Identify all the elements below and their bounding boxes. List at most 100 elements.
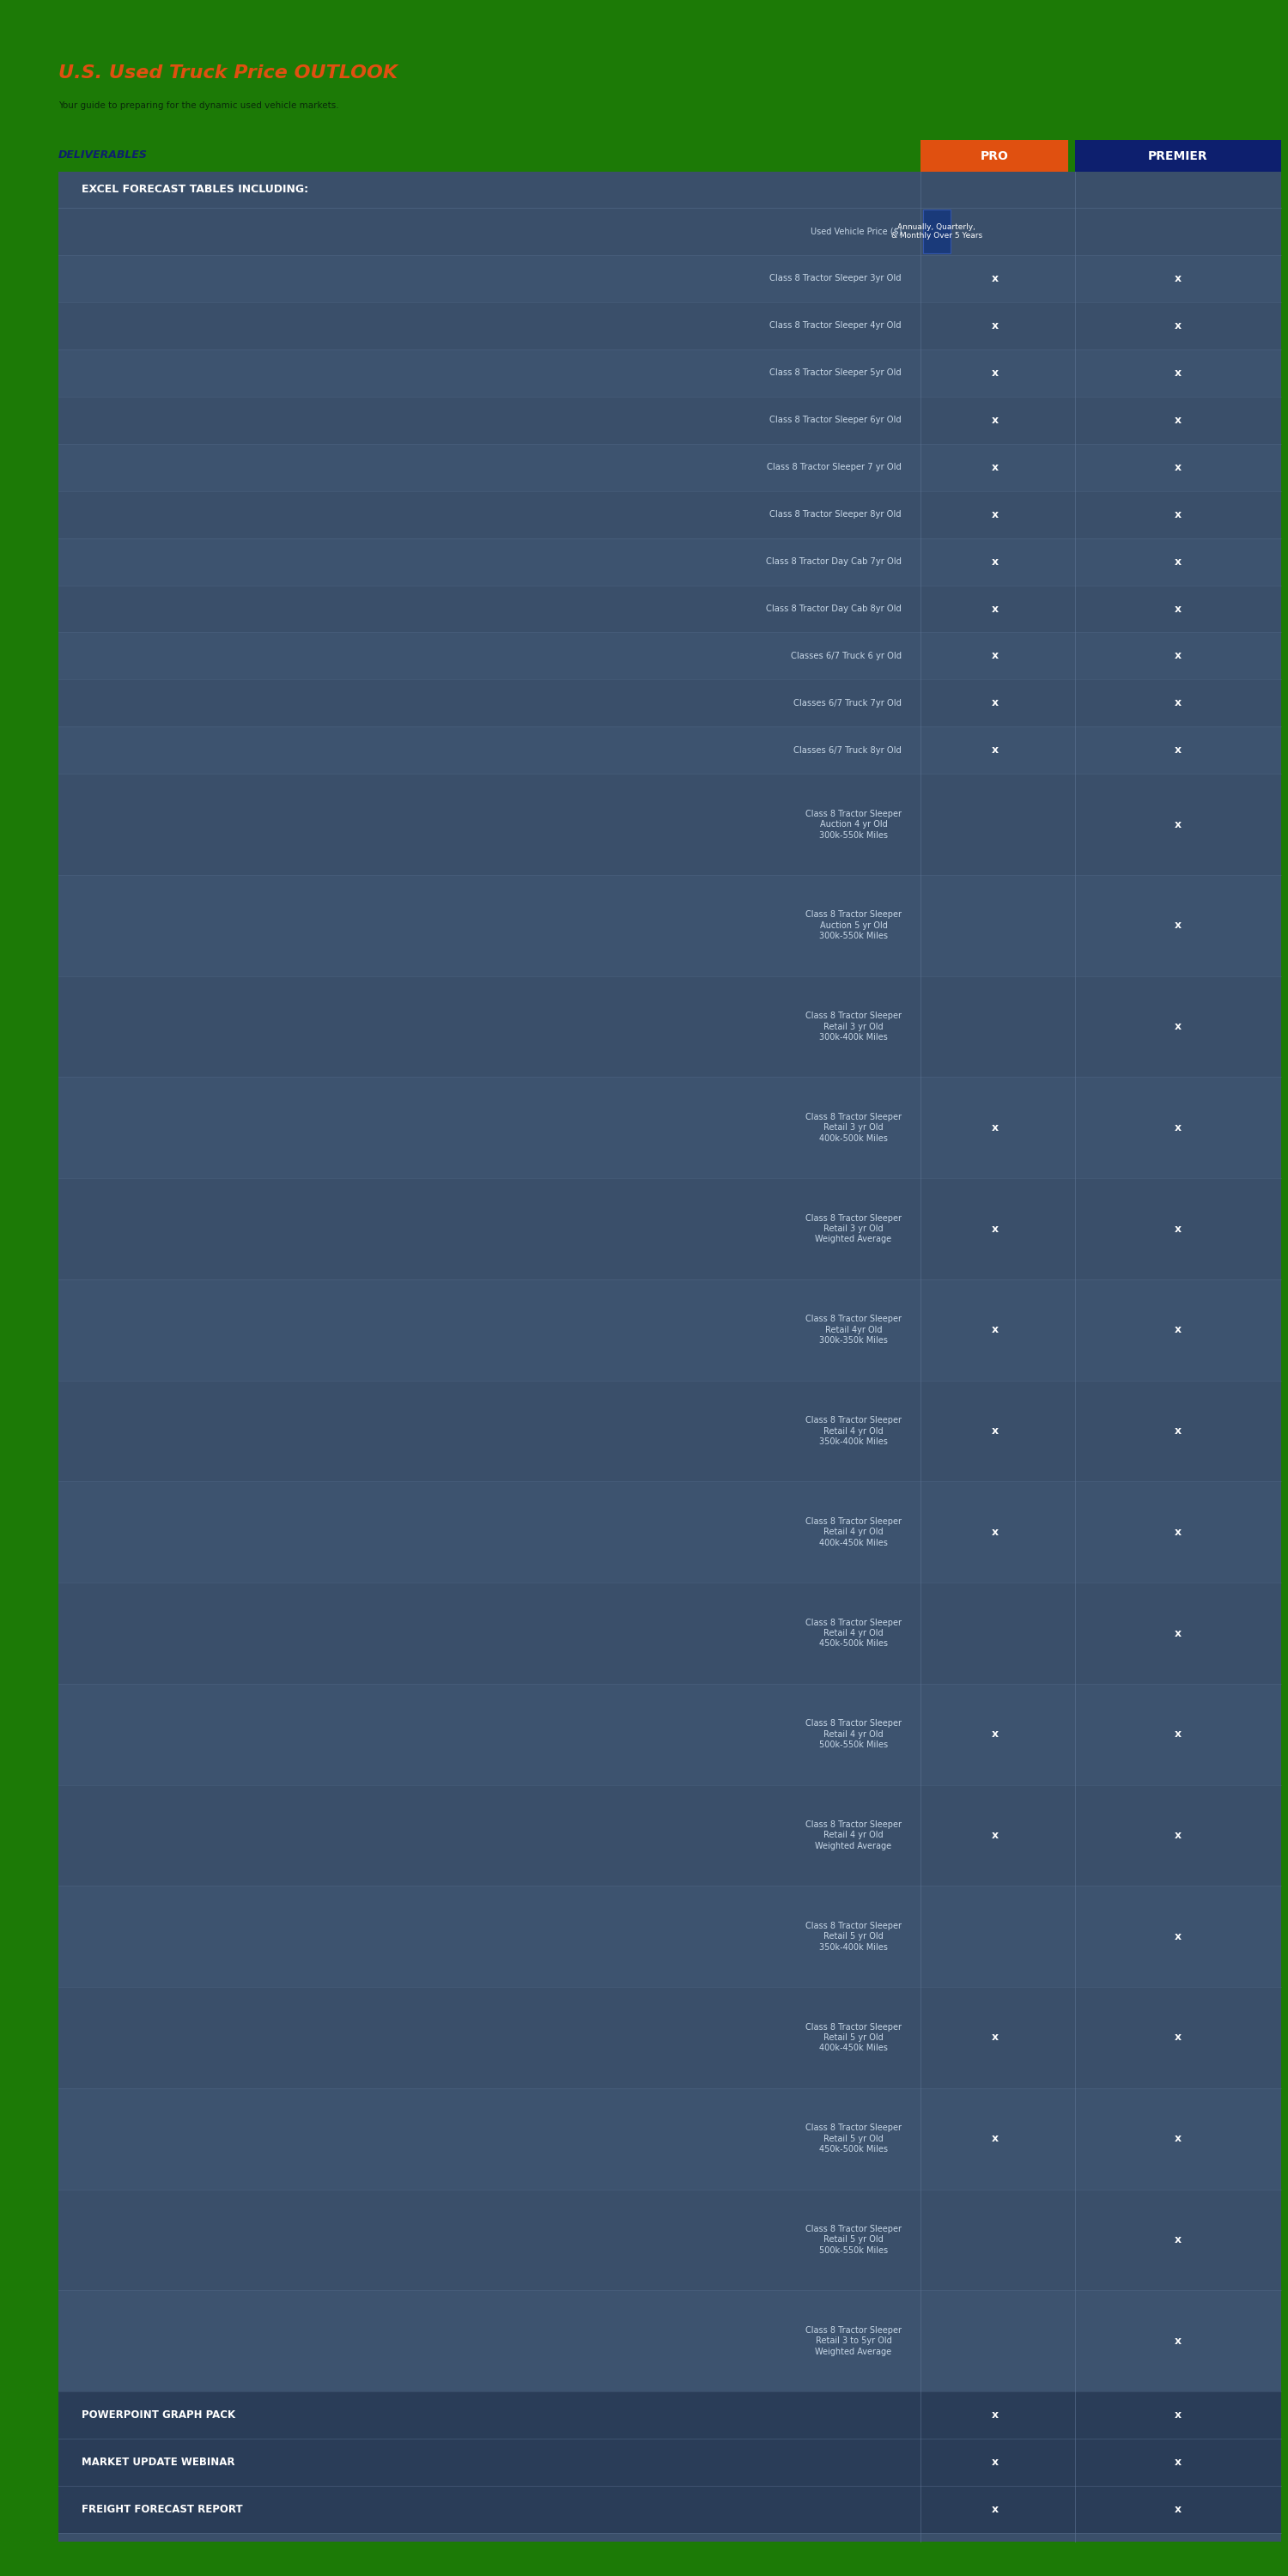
Text: x: x bbox=[1175, 1324, 1181, 1334]
Text: x: x bbox=[1175, 920, 1181, 930]
Text: x: x bbox=[1175, 603, 1181, 616]
Text: Class 8 Tractor Sleeper
Retail 3 yr Old
300k-400k Miles: Class 8 Tractor Sleeper Retail 3 yr Old … bbox=[805, 1012, 902, 1041]
Text: Class 8 Tractor Sleeper 3yr Old: Class 8 Tractor Sleeper 3yr Old bbox=[770, 273, 902, 283]
Text: Class 8 Tractor Sleeper
Retail 5 yr Old
400k-450k Miles: Class 8 Tractor Sleeper Retail 5 yr Old … bbox=[805, 2022, 902, 2053]
FancyBboxPatch shape bbox=[58, 2290, 1282, 2391]
Text: EXCEL FORECAST TABLES INCLUDING:: EXCEL FORECAST TABLES INCLUDING: bbox=[82, 185, 309, 196]
FancyBboxPatch shape bbox=[58, 1886, 1282, 1986]
FancyBboxPatch shape bbox=[58, 538, 1282, 585]
Text: x: x bbox=[1175, 1528, 1181, 1538]
Text: Class 8 Tractor Sleeper
Retail 4 yr Old
Weighted Average: Class 8 Tractor Sleeper Retail 4 yr Old … bbox=[805, 1821, 902, 1850]
Text: x: x bbox=[1175, 1728, 1181, 1739]
Text: x: x bbox=[1175, 273, 1181, 283]
Text: x: x bbox=[1175, 744, 1181, 755]
Text: Your guide to preparing for the dynamic used vehicle markets.: Your guide to preparing for the dynamic … bbox=[58, 100, 339, 111]
Text: x: x bbox=[992, 2458, 998, 2468]
Text: Class 8 Tractor Sleeper
Retail 5 yr Old
450k-500k Miles: Class 8 Tractor Sleeper Retail 5 yr Old … bbox=[805, 2123, 902, 2154]
Text: PRO: PRO bbox=[980, 149, 1009, 162]
Text: Class 8 Tractor Sleeper
Retail 3 to 5yr Old
Weighted Average: Class 8 Tractor Sleeper Retail 3 to 5yr … bbox=[805, 2326, 902, 2357]
FancyBboxPatch shape bbox=[923, 209, 951, 252]
Text: Class 8 Tractor Sleeper
Retail 5 yr Old
500k-550k Miles: Class 8 Tractor Sleeper Retail 5 yr Old … bbox=[805, 2226, 902, 2254]
Text: x: x bbox=[992, 273, 998, 283]
Text: x: x bbox=[992, 744, 998, 755]
Text: Class 8 Tractor Sleeper
Retail 5 yr Old
350k-400k Miles: Class 8 Tractor Sleeper Retail 5 yr Old … bbox=[805, 1922, 902, 1953]
Text: Class 8 Tractor Sleeper 7 yr Old: Class 8 Tractor Sleeper 7 yr Old bbox=[766, 464, 902, 471]
Text: x: x bbox=[992, 2133, 998, 2143]
Text: x: x bbox=[1175, 1932, 1181, 1942]
Text: Class 8 Tractor Sleeper 5yr Old: Class 8 Tractor Sleeper 5yr Old bbox=[770, 368, 902, 376]
Text: x: x bbox=[1175, 698, 1181, 708]
Text: x: x bbox=[1175, 2032, 1181, 2043]
FancyBboxPatch shape bbox=[58, 1280, 1282, 1381]
Text: x: x bbox=[992, 510, 998, 520]
Text: x: x bbox=[1175, 415, 1181, 425]
Text: x: x bbox=[1175, 2233, 1181, 2246]
FancyBboxPatch shape bbox=[58, 2486, 1282, 2532]
Text: Annually, Quarterly,
& Monthly Over 5 Years: Annually, Quarterly, & Monthly Over 5 Ye… bbox=[891, 224, 983, 240]
FancyBboxPatch shape bbox=[58, 631, 1282, 680]
FancyBboxPatch shape bbox=[58, 876, 1282, 976]
Text: x: x bbox=[1175, 2504, 1181, 2514]
Text: x: x bbox=[992, 2504, 998, 2514]
Text: Class 8 Tractor Day Cab 7yr Old: Class 8 Tractor Day Cab 7yr Old bbox=[766, 556, 902, 567]
FancyBboxPatch shape bbox=[58, 1481, 1282, 1582]
Text: U.S. Used Truck Price OUTLOOK: U.S. Used Truck Price OUTLOOK bbox=[58, 64, 398, 82]
Text: x: x bbox=[1175, 2458, 1181, 2468]
Text: x: x bbox=[1175, 461, 1181, 474]
FancyBboxPatch shape bbox=[58, 1077, 1282, 1177]
Text: Class 8 Tractor Sleeper
Retail 4 yr Old
500k-550k Miles: Class 8 Tractor Sleeper Retail 4 yr Old … bbox=[805, 1718, 902, 1749]
FancyBboxPatch shape bbox=[58, 1685, 1282, 1785]
FancyBboxPatch shape bbox=[58, 2439, 1282, 2486]
Text: x: x bbox=[992, 1728, 998, 1739]
Text: x: x bbox=[992, 1123, 998, 1133]
Text: x: x bbox=[992, 1829, 998, 1842]
FancyBboxPatch shape bbox=[58, 255, 1282, 301]
FancyBboxPatch shape bbox=[58, 443, 1282, 492]
FancyBboxPatch shape bbox=[58, 2089, 1282, 2190]
Text: x: x bbox=[1175, 2409, 1181, 2421]
Text: MARKET UPDATE WEBINAR: MARKET UPDATE WEBINAR bbox=[82, 2458, 236, 2468]
FancyBboxPatch shape bbox=[58, 2391, 1282, 2439]
Text: x: x bbox=[992, 2032, 998, 2043]
FancyBboxPatch shape bbox=[58, 173, 1282, 2543]
Text: Class 8 Tractor Sleeper 8yr Old: Class 8 Tractor Sleeper 8yr Old bbox=[770, 510, 902, 518]
Text: Class 8 Tractor Sleeper
Retail 3 yr Old
Weighted Average: Class 8 Tractor Sleeper Retail 3 yr Old … bbox=[805, 1213, 902, 1244]
Text: x: x bbox=[992, 319, 998, 332]
Text: x: x bbox=[992, 1528, 998, 1538]
Text: DELIVERABLES: DELIVERABLES bbox=[58, 149, 148, 160]
Text: x: x bbox=[1175, 1020, 1181, 1033]
FancyBboxPatch shape bbox=[58, 350, 1282, 397]
Text: Class 8 Tractor Sleeper
Auction 5 yr Old
300k-550k Miles: Class 8 Tractor Sleeper Auction 5 yr Old… bbox=[805, 909, 902, 940]
Text: x: x bbox=[1175, 368, 1181, 379]
Text: x: x bbox=[992, 368, 998, 379]
Text: x: x bbox=[1175, 1628, 1181, 1638]
Text: x: x bbox=[1175, 819, 1181, 829]
Text: x: x bbox=[1175, 2336, 1181, 2347]
Text: Used Vehicle Price ($): Used Vehicle Price ($) bbox=[810, 227, 902, 234]
FancyBboxPatch shape bbox=[58, 726, 1282, 773]
Text: x: x bbox=[992, 415, 998, 425]
FancyBboxPatch shape bbox=[921, 139, 1068, 173]
Text: Class 8 Tractor Sleeper 6yr Old: Class 8 Tractor Sleeper 6yr Old bbox=[770, 415, 902, 425]
Text: x: x bbox=[1175, 319, 1181, 332]
FancyBboxPatch shape bbox=[1075, 139, 1282, 173]
Text: Class 8 Tractor Sleeper
Retail 4 yr Old
400k-450k Miles: Class 8 Tractor Sleeper Retail 4 yr Old … bbox=[805, 1517, 902, 1548]
Text: Class 8 Tractor Sleeper
Retail 4 yr Old
350k-400k Miles: Class 8 Tractor Sleeper Retail 4 yr Old … bbox=[805, 1417, 902, 1445]
Text: x: x bbox=[1175, 1829, 1181, 1842]
Text: Class 8 Tractor Sleeper
Retail 3 yr Old
400k-500k Miles: Class 8 Tractor Sleeper Retail 3 yr Old … bbox=[805, 1113, 902, 1144]
Text: x: x bbox=[1175, 2133, 1181, 2143]
Text: x: x bbox=[992, 698, 998, 708]
Text: Class 8 Tractor Sleeper 4yr Old: Class 8 Tractor Sleeper 4yr Old bbox=[770, 322, 902, 330]
Text: x: x bbox=[1175, 510, 1181, 520]
Text: x: x bbox=[1175, 1224, 1181, 1234]
Text: x: x bbox=[992, 649, 998, 662]
Text: Class 8 Tractor Day Cab 8yr Old: Class 8 Tractor Day Cab 8yr Old bbox=[766, 605, 902, 613]
Text: Classes 6/7 Truck 7yr Old: Classes 6/7 Truck 7yr Old bbox=[793, 698, 902, 708]
Text: x: x bbox=[992, 603, 998, 616]
Text: x: x bbox=[1175, 1123, 1181, 1133]
Text: PREMIER: PREMIER bbox=[1148, 149, 1208, 162]
Text: x: x bbox=[1175, 1425, 1181, 1437]
Text: FREIGHT FORECAST REPORT: FREIGHT FORECAST REPORT bbox=[82, 2504, 243, 2514]
Text: x: x bbox=[1175, 649, 1181, 662]
Text: Classes 6/7 Truck 6 yr Old: Classes 6/7 Truck 6 yr Old bbox=[791, 652, 902, 659]
